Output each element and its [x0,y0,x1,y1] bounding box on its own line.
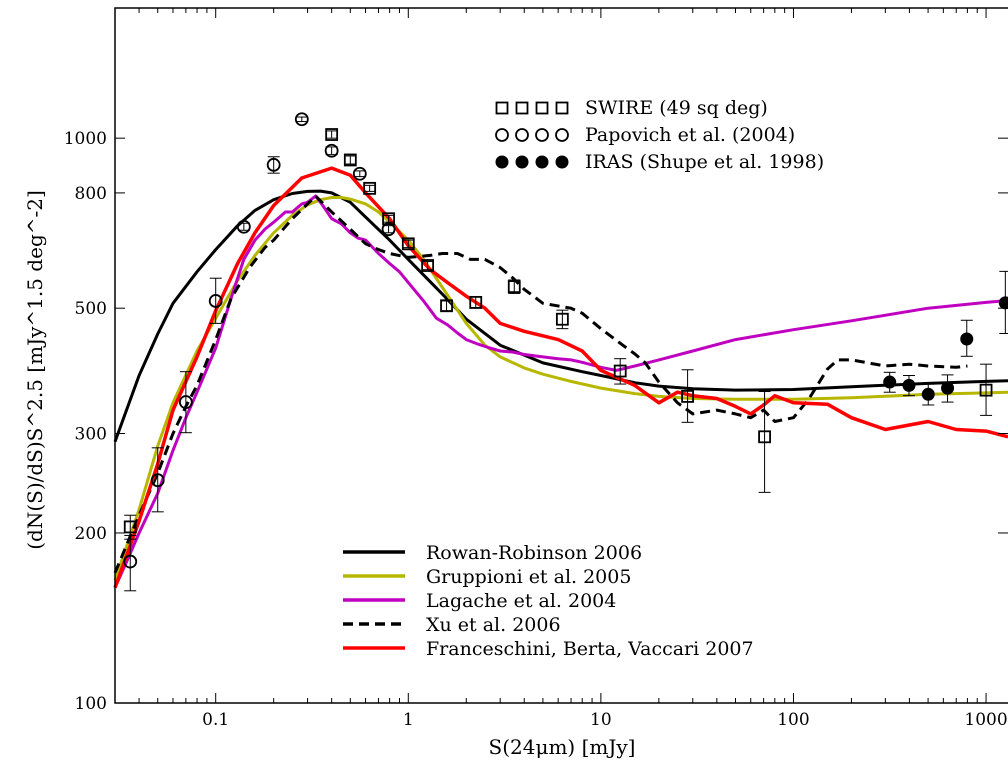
legend-marker-swire-49-sq-deg [495,101,509,115]
data-point-papovich-et-al-2004 [294,112,309,127]
data-point-iras-shupe-et-al-1998 [883,375,897,389]
data-point-swire-49-sq-deg [613,364,627,378]
data-point-papovich-et-al-2004 [381,222,396,237]
data-point-iras-shupe-et-al-1998 [960,332,974,346]
axis-ticks: 0.1 1 10 100 1000 100 200 300 500 800 1000 [64,8,1008,730]
x-tick-label: 10 [590,710,612,730]
legend-marker-iras-shupe-et-al-1998 [515,155,529,169]
data-point-swire-49-sq-deg [325,128,339,141]
legend-marker-swire-49-sq-deg [555,101,569,115]
data-point-iras-shupe-et-al-1998 [902,378,916,392]
legend-label-papovich-et-al-2004: Papovich et al. (2004) [585,124,795,146]
legend-marker-iras-shupe-et-al-1998 [555,155,569,169]
series-line-xu-et-al-2006 [113,194,968,574]
data-point-swire-49-sq-deg [507,280,521,294]
x-tick-label: 0.1 [202,710,229,730]
data-point-papovich-et-al-2004 [178,395,193,409]
data-point-iras-shupe-et-al-1998 [941,381,955,395]
data-point-papovich-et-al-2004 [150,473,165,488]
data-point-papovich-et-al-2004 [266,157,281,172]
legend-label-lagache-et-al-2004: Lagache et al. 2004 [426,590,616,612]
y-axis-label: (dN(S)/dS)S^2.5 [mJy^1.5 deg^-2] [23,190,47,550]
data-point-swire-49-sq-deg [401,237,415,251]
data-point-papovich-et-al-2004 [208,294,223,308]
y-tick-label: 500 [75,299,107,319]
legend-marker-papovich-et-al-2004 [495,128,509,142]
data-point-swire-49-sq-deg [469,295,483,309]
legend-label-xu-et-al-2006: Xu et al. 2006 [426,614,561,636]
x-tick-label: 1 [403,710,414,730]
legend-label-swire-49-sq-deg: SWIRE (49 sq deg) [585,97,768,119]
data-point-papovich-et-al-2004 [123,554,138,569]
legend-marker-papovich-et-al-2004 [535,128,549,142]
data-point-swire-49-sq-deg [421,259,435,272]
data-point-swire-49-sq-deg [979,383,993,397]
y-tick-label: 800 [75,184,107,204]
series-line-rowan-robinson-2006 [113,189,1008,443]
data-point-papovich-et-al-2004 [236,219,251,234]
plot-frame [114,7,1008,704]
legend-label-franceschini-berta-vaccari-2007: Franceschini, Berta, Vaccari 2007 [426,638,754,660]
legend-marker-swire-49-sq-deg [535,101,549,115]
data-point-swire-49-sq-deg [758,430,771,444]
data-point-swire-49-sq-deg [555,312,569,326]
legend-label-rowan-robinson-2006: Rowan-Robinson 2006 [426,542,642,564]
y-tick-label: 200 [75,524,107,544]
data-point-swire-49-sq-deg [440,299,453,313]
y-tick-label: 1000 [64,129,107,149]
legend-marker-iras-shupe-et-al-1998 [495,155,509,169]
data-point-iras-shupe-et-al-1998 [998,296,1008,310]
data-point-swire-49-sq-deg [363,181,377,195]
series-line-gruppioni-et-al-2005 [113,196,1008,581]
x-tick-label: 1000 [964,710,1007,730]
legend-label-iras-shupe-et-al-1998: IRAS (Shupe et al. 1998) [585,151,824,173]
y-tick-label: 100 [75,694,107,714]
y-tick-label: 300 [75,425,107,445]
data-point-swire-49-sq-deg [123,520,137,534]
legend-label-gruppioni-et-al-2005: Gruppioni et al. 2005 [426,566,631,588]
legend-marker-swire-49-sq-deg [515,101,529,115]
series-line-lagache-et-al-2004 [113,194,1008,589]
data-point-swire-49-sq-deg [343,153,357,167]
data-point-papovich-et-al-2004 [324,143,339,158]
data-point-swire-49-sq-deg [382,212,395,226]
legend-marker-papovich-et-al-2004 [555,128,569,142]
legend-points: SWIRE (49 sq deg) Papovich et al. (2004) I… [495,97,824,173]
x-tick-label: 100 [777,710,809,730]
point-markers [123,112,1008,592]
legend-marker-papovich-et-al-2004 [515,128,529,142]
series-line-franceschini-berta-vaccari-2007 [113,166,1008,589]
legend-marker-iras-shupe-et-al-1998 [535,155,549,169]
data-point-swire-49-sq-deg [681,389,694,403]
x-axis-label: S(24μm) [mJy] [489,735,636,759]
data-point-papovich-et-al-2004 [352,166,367,181]
data-point-iras-shupe-et-al-1998 [921,387,935,401]
